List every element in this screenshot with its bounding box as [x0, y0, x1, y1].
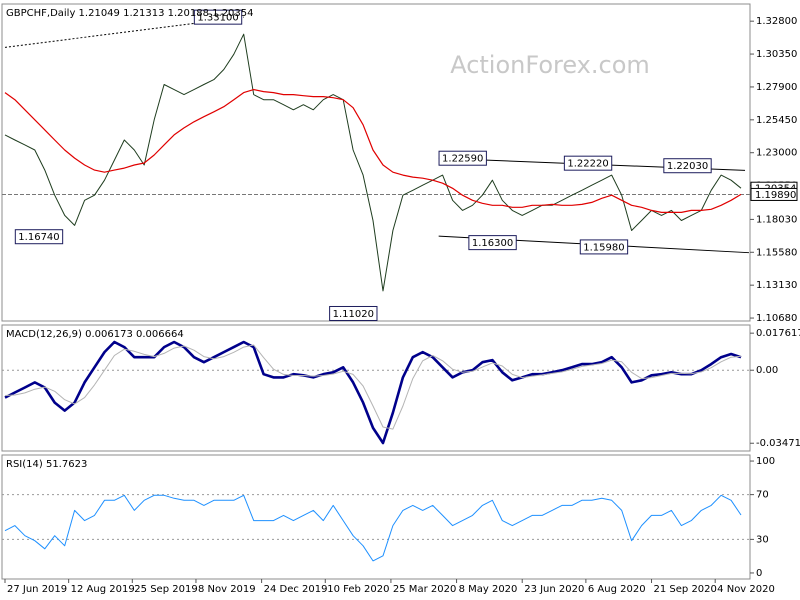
panel-frame	[1, 324, 751, 452]
x-tick-label: 24 Dec 2019	[264, 584, 328, 595]
y-tick-label: 1.13130	[756, 280, 797, 291]
watermark: ActionForex.com	[450, 51, 650, 79]
y-tick-label: 0	[756, 568, 762, 579]
price-label: 1.16300	[472, 238, 513, 249]
series-line	[4, 340, 742, 445]
y-tick-label: 1.27900	[756, 82, 797, 93]
price-label-box	[438, 150, 487, 166]
x-tick-label: 23 Jun 2020	[524, 584, 584, 595]
y-tick-label: 1.15580	[756, 247, 797, 258]
price-label: 1.16740	[18, 232, 59, 243]
series-line	[4, 494, 742, 562]
x-tick-label: 4 Nov 2020	[717, 584, 775, 595]
panel-frame	[1, 454, 751, 580]
series-line	[4, 33, 742, 292]
y-tick-label: 1.25450	[756, 115, 797, 126]
price-label: 1.22590	[442, 154, 483, 165]
price-label-box	[468, 235, 517, 251]
x-tick-label: 8 May 2020	[459, 584, 518, 595]
price-label-box	[193, 9, 243, 25]
series-line	[4, 89, 742, 213]
price-label: 1.22030	[667, 161, 708, 172]
series-line	[4, 344, 742, 430]
price-label-box	[663, 158, 712, 174]
price-label: 1.15980	[583, 242, 624, 253]
price-label-box	[14, 229, 64, 245]
y-tick-label: 1.18030	[756, 214, 797, 225]
x-tick-label: 25 Sep 2019	[134, 584, 197, 595]
y-tick-label: 1.10680	[756, 313, 797, 324]
price-label-box	[329, 305, 378, 321]
panel-title: GBPCHF,Daily 1.21049 1.21313 1.20188 1.2…	[6, 8, 254, 19]
price-label: 1.33100	[197, 13, 238, 24]
panel-title: RSI(14) 51.7623	[6, 459, 87, 470]
y-tick-label: 1.32800	[756, 16, 797, 27]
x-tick-label: 27 Jun 2019	[7, 584, 67, 595]
panel-frame	[1, 3, 751, 322]
price-label-box	[579, 239, 629, 255]
y-tick-label: 1.30350	[756, 49, 797, 60]
y-tick-label: 1.23000	[756, 148, 797, 159]
x-tick-label: 21 Sep 2020	[654, 584, 717, 595]
price-label: 1.22220	[567, 159, 608, 170]
x-tick-label: 8 Nov 2019	[198, 584, 256, 595]
axis-price-label: 1.19890	[755, 190, 796, 201]
x-tick-label: 12 Aug 2019	[71, 584, 135, 595]
y-tick-label: -0.034711	[756, 438, 800, 449]
y-tick-label: 100	[756, 456, 775, 467]
axis-price-box	[750, 187, 798, 201]
x-tick-label: 25 Mar 2020	[393, 584, 456, 595]
y-tick-label: 70	[756, 490, 769, 501]
panel-title: MACD(12,26,9) 0.006173 0.006664	[6, 329, 184, 340]
y-tick-label: 0.00	[756, 365, 778, 376]
y-tick-label: 30	[756, 534, 769, 545]
y-tick-label: 0.017617	[756, 328, 800, 339]
x-tick-label: 6 Aug 2020	[588, 584, 646, 595]
price-label-box	[563, 155, 613, 171]
x-tick-label: 10 Feb 2020	[327, 584, 389, 595]
price-label: 1.11020	[333, 309, 374, 320]
